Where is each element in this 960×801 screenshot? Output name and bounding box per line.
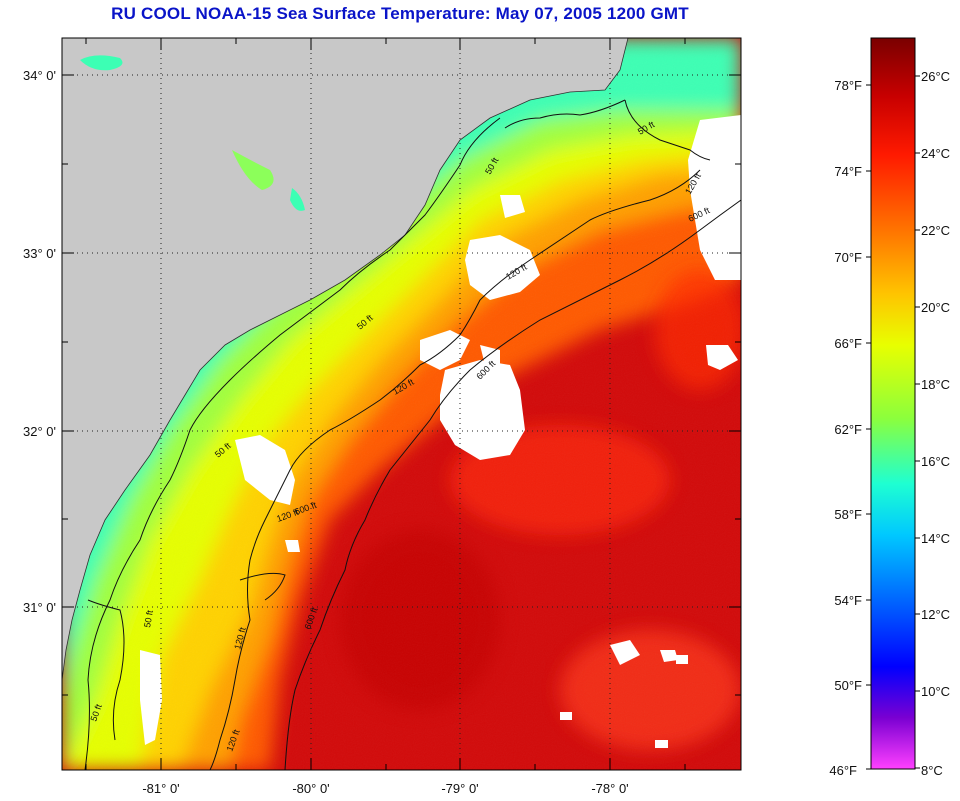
fahrenheit-label: 74°F — [834, 164, 862, 179]
land-mass — [62, 38, 629, 681]
map-title: RU COOL NOAA-15 Sea Surface Temperature:… — [111, 4, 689, 23]
longitude-label: -78° 0' — [591, 781, 628, 796]
longitude-label: -81° 0' — [142, 781, 179, 796]
fahrenheit-label: 50°F — [834, 678, 862, 693]
celsius-label: 10°C — [921, 684, 950, 699]
fahrenheit-label: 66°F — [834, 336, 862, 351]
fahrenheit-label: 46°F — [829, 763, 857, 778]
fahrenheit-label: 70°F — [834, 250, 862, 265]
colorbar-gradient — [870, 37, 916, 770]
latitude-label: 32° 0' — [23, 424, 56, 439]
latitude-label: 31° 0' — [23, 600, 56, 615]
map-frame — [61, 37, 742, 771]
fahrenheit-label: 78°F — [834, 78, 862, 93]
longitude-label: -80° 0' — [292, 781, 329, 796]
colorbar-ticks — [866, 75, 920, 770]
contour-600ft — [284, 199, 741, 770]
celsius-label: 16°C — [921, 454, 950, 469]
fahrenheit-label: 58°F — [834, 507, 862, 522]
contour-120ft — [209, 169, 701, 770]
contour-label: 50 ft — [142, 609, 155, 628]
fahrenheit-label: 62°F — [834, 422, 862, 437]
longitude-label: -79° 0' — [441, 781, 478, 796]
latitude-label: 34° 0' — [23, 68, 56, 83]
celsius-label: 8°C — [921, 763, 943, 778]
celsius-label: 26°C — [921, 69, 950, 84]
celsius-label: 12°C — [921, 607, 950, 622]
cloud-masks — [140, 115, 741, 748]
latitude-label: 33° 0' — [23, 246, 56, 261]
celsius-label: 18°C — [921, 377, 950, 392]
celsius-label: 22°C — [921, 223, 950, 238]
contour-50ft — [84, 99, 711, 770]
graticule — [62, 38, 741, 770]
bathymetry-contours — [84, 99, 741, 770]
celsius-label: 14°C — [921, 531, 950, 546]
celsius-label: 20°C — [921, 300, 950, 315]
axis-ticks — [62, 38, 741, 770]
celsius-label: 24°C — [921, 146, 950, 161]
fahrenheit-label: 54°F — [834, 593, 862, 608]
